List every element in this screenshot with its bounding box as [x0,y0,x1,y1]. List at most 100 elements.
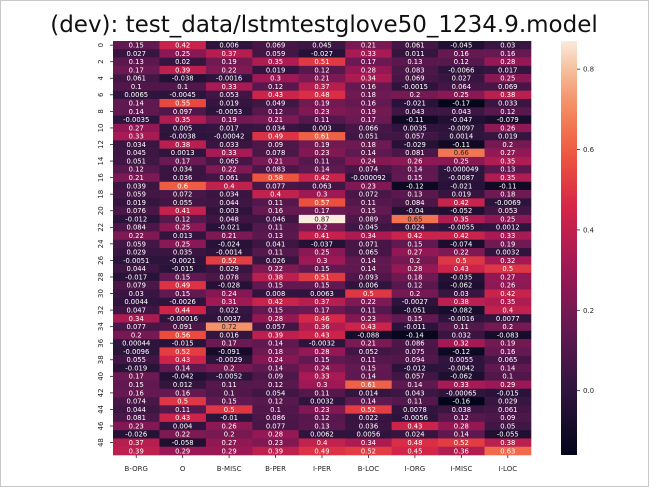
heatmap-cell [438,65,485,75]
heatmap-cell-label: 0.14 [454,431,469,439]
heatmap-cell [391,190,439,199]
heatmap-cell-label: 0.045 [126,149,145,157]
heatmap-cell-label: 0.0032 [310,398,334,406]
heatmap-cell-label: 0.2 [317,224,328,232]
heatmap-cell [113,256,160,265]
heatmap-cell-label: 0.45 [407,447,422,455]
heatmap-cell-label: -0.011 [404,323,426,331]
heatmap-cell-label: 0.03 [500,42,515,50]
heatmap-cell [159,206,207,216]
heatmap-cell-label: 0.065 [498,356,517,364]
heatmap-cell [298,281,346,290]
x-tick-label: B-PER [265,465,286,473]
heatmap-cell-label: 0.21 [268,157,283,165]
heatmap-cell-label: 0.14 [175,364,190,372]
heatmap-cell [484,314,532,323]
x-tick-label: I-ORG [405,465,426,473]
heatmap-cell [298,132,346,141]
heatmap-cell-label: 0.42 [268,298,283,306]
heatmap-cell [438,74,485,83]
heatmap-cell [298,98,346,108]
heatmap-cell [391,256,439,265]
heatmap-cell-label: 0.66 [454,149,469,157]
heatmap-cell [484,98,532,108]
heatmap-cell [484,140,532,149]
heatmap-cell-label: 0.17 [314,307,329,315]
heatmap-cell [252,156,300,166]
heatmap-cell [298,413,346,423]
heatmap-cell [159,372,207,381]
heatmap-cell-label: 0.43 [175,356,190,364]
heatmap-cell-label: 0.5 [502,265,513,273]
heatmap-cell [113,198,160,207]
heatmap-cell-label: 0.084 [405,199,424,207]
heatmap-cell-label: 0.094 [405,356,424,364]
heatmap-cell-label: -0.015 [172,265,194,273]
heatmap-cell-label: 0.37 [314,298,329,306]
heatmap-cell [298,297,346,307]
heatmap-cell-label: 0.19 [500,340,515,348]
heatmap-cell-label: 0.052 [359,348,378,356]
heatmap-cell [252,148,300,158]
heatmap-cell [205,330,253,340]
heatmap-cell [252,372,300,381]
heatmap-cell-label: -0.04 [406,207,424,215]
heatmap-cell-label: 0.14 [268,364,283,372]
heatmap-cell [113,272,160,282]
heatmap-cell [159,248,207,257]
y-tick-label: 14 [97,156,105,165]
heatmap-cell [391,57,439,67]
colorbar-tick-label: 0.2 [583,307,594,315]
heatmap-cell-label: 0.18 [361,91,376,99]
heatmap-cell [438,90,485,100]
heatmap-cell-label: -0.0096 [123,348,149,356]
heatmap-cell [391,281,439,290]
heatmap-cell [159,363,207,373]
heatmap-cell [205,388,253,398]
heatmap-cell-label: 0.52 [222,257,237,265]
heatmap-cell [438,405,485,414]
heatmap-cell [484,289,532,298]
heatmap-cell-label: 0.23 [129,422,144,430]
heatmap-cell-label: 0.011 [405,50,424,58]
heatmap-cell-label: -0.027 [311,50,333,58]
heatmap-cell [252,57,300,67]
heatmap-cell [159,74,207,83]
heatmap-cell [252,165,300,174]
heatmap-cell-label: -0.037 [311,240,333,248]
heatmap-cell-label: 0.047 [126,307,145,315]
heatmap-cell-label: -0.012 [404,364,426,372]
heatmap-cell-label: -0.11 [406,116,424,124]
heatmap-cell-label: 0.11 [361,356,376,364]
heatmap-cell [345,41,392,50]
heatmap-cell-label: 0.069 [498,83,517,91]
heatmap-cell-label: 0.6 [177,182,188,190]
heatmap-cell-label: 0.22 [222,66,237,74]
heatmap-cell-label: -0.01 [220,414,238,422]
x-tick-label: I-LOC [498,465,517,473]
heatmap-cell-label: -0.000092 [351,174,386,182]
heatmap-cell [345,272,392,282]
heatmap-cell-label: 0.36 [454,447,469,455]
heatmap-cell [252,272,300,282]
heatmap-cell [205,74,253,83]
heatmap-cell-label: 0.069 [266,42,285,50]
heatmap-cell-label: 0.15 [268,282,283,290]
heatmap-cell [391,49,439,58]
heatmap-cell [205,446,253,456]
heatmap-cell [113,446,160,456]
heatmap-cell-label: 0.1 [131,83,142,91]
heatmap-cell [252,248,300,257]
heatmap-cell [252,397,300,406]
heatmap-cell [159,107,207,116]
heatmap-cell [391,272,439,282]
heatmap-cell [391,74,439,83]
heatmap-cell [345,190,392,199]
heatmap-cell [438,256,485,265]
heatmap-cell-label: 0.12 [268,108,283,116]
heatmap-cell-label: 0.22 [268,265,283,273]
heatmap-cell-label: -0.017 [125,273,147,281]
heatmap-cell [298,430,346,439]
heatmap-cell-label: 0.15 [129,42,144,50]
heatmap-cell-label: 0.49 [314,447,329,455]
